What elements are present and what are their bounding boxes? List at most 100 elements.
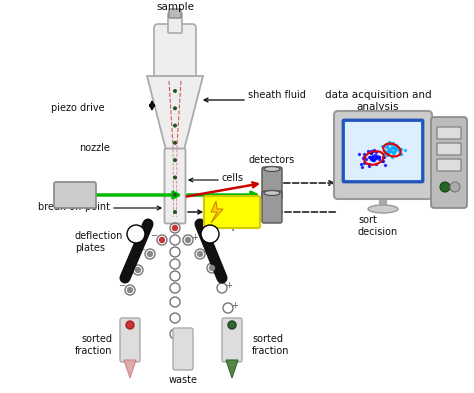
Point xyxy=(384,148,392,154)
Text: −: − xyxy=(151,231,157,241)
Point xyxy=(366,154,374,160)
Point xyxy=(365,161,373,167)
FancyBboxPatch shape xyxy=(437,143,461,155)
Point xyxy=(383,152,391,158)
Text: +: + xyxy=(216,261,222,270)
FancyBboxPatch shape xyxy=(54,182,96,208)
Text: +: + xyxy=(226,281,232,290)
Point xyxy=(387,141,395,147)
Point xyxy=(398,146,405,152)
Point xyxy=(375,154,383,160)
Circle shape xyxy=(173,158,177,162)
Point xyxy=(393,146,401,152)
FancyBboxPatch shape xyxy=(164,149,185,224)
Point xyxy=(370,157,377,163)
Text: cells: cells xyxy=(222,173,244,183)
Point xyxy=(368,154,375,161)
Point xyxy=(365,154,373,160)
Point xyxy=(372,152,379,158)
Circle shape xyxy=(440,182,450,192)
Point xyxy=(370,147,378,154)
Text: sorted
fraction: sorted fraction xyxy=(74,334,112,356)
Point xyxy=(390,142,398,148)
Circle shape xyxy=(173,123,177,128)
Polygon shape xyxy=(226,360,238,378)
Point xyxy=(390,149,397,155)
Text: +: + xyxy=(203,246,210,255)
Point xyxy=(375,154,383,160)
Text: droplets: droplets xyxy=(217,221,257,231)
FancyBboxPatch shape xyxy=(120,318,140,362)
Point xyxy=(401,147,409,154)
Ellipse shape xyxy=(264,167,280,171)
FancyBboxPatch shape xyxy=(154,24,196,80)
Polygon shape xyxy=(211,201,223,223)
Point xyxy=(391,145,399,152)
Text: data acquisition and
analysis: data acquisition and analysis xyxy=(325,90,431,112)
Circle shape xyxy=(127,225,145,243)
Point xyxy=(385,149,393,155)
Point xyxy=(367,148,375,154)
Point xyxy=(384,141,392,147)
Point xyxy=(367,154,374,161)
Point xyxy=(369,156,377,163)
Point xyxy=(361,154,368,160)
Point xyxy=(387,145,395,151)
Circle shape xyxy=(159,237,164,242)
Point xyxy=(380,154,387,160)
Point xyxy=(396,146,403,152)
Point xyxy=(386,147,393,153)
Circle shape xyxy=(173,193,177,197)
Point xyxy=(368,156,375,162)
Point xyxy=(391,148,399,154)
Text: sort
decision: sort decision xyxy=(358,215,398,237)
Text: sample: sample xyxy=(156,2,194,12)
Polygon shape xyxy=(147,76,203,150)
Point xyxy=(357,161,365,167)
Text: detectors: detectors xyxy=(249,155,295,165)
Text: electric
charge: electric charge xyxy=(223,202,257,222)
Point xyxy=(387,140,394,146)
Point xyxy=(373,149,380,155)
Circle shape xyxy=(173,226,177,231)
Point xyxy=(387,148,394,154)
FancyBboxPatch shape xyxy=(437,159,461,171)
Point xyxy=(392,143,400,150)
Circle shape xyxy=(450,182,460,192)
Point xyxy=(384,150,392,156)
Text: −: − xyxy=(138,246,146,255)
Text: break-off point: break-off point xyxy=(38,202,110,212)
Point xyxy=(380,151,387,158)
Point xyxy=(367,150,374,156)
Circle shape xyxy=(126,321,134,329)
FancyBboxPatch shape xyxy=(222,318,242,362)
Circle shape xyxy=(173,210,177,214)
Text: −: − xyxy=(127,261,134,270)
Point xyxy=(362,156,370,162)
Point xyxy=(391,145,399,152)
Circle shape xyxy=(185,237,191,242)
Text: −: − xyxy=(118,281,126,290)
FancyBboxPatch shape xyxy=(343,120,423,182)
Point xyxy=(361,151,368,158)
Point xyxy=(391,144,398,151)
FancyBboxPatch shape xyxy=(204,196,260,228)
Circle shape xyxy=(173,89,177,93)
Circle shape xyxy=(136,268,140,272)
Point xyxy=(369,153,376,160)
Point xyxy=(398,151,405,157)
Point xyxy=(359,155,367,162)
Circle shape xyxy=(173,141,177,145)
Point xyxy=(390,145,397,151)
Point xyxy=(379,153,387,160)
Point xyxy=(384,145,392,151)
FancyBboxPatch shape xyxy=(437,127,461,139)
Point xyxy=(379,142,386,149)
Point xyxy=(365,148,372,154)
FancyBboxPatch shape xyxy=(345,122,421,180)
Point xyxy=(369,148,377,154)
FancyBboxPatch shape xyxy=(168,13,182,33)
Point xyxy=(388,154,396,160)
FancyBboxPatch shape xyxy=(334,111,432,199)
Point xyxy=(391,150,398,156)
